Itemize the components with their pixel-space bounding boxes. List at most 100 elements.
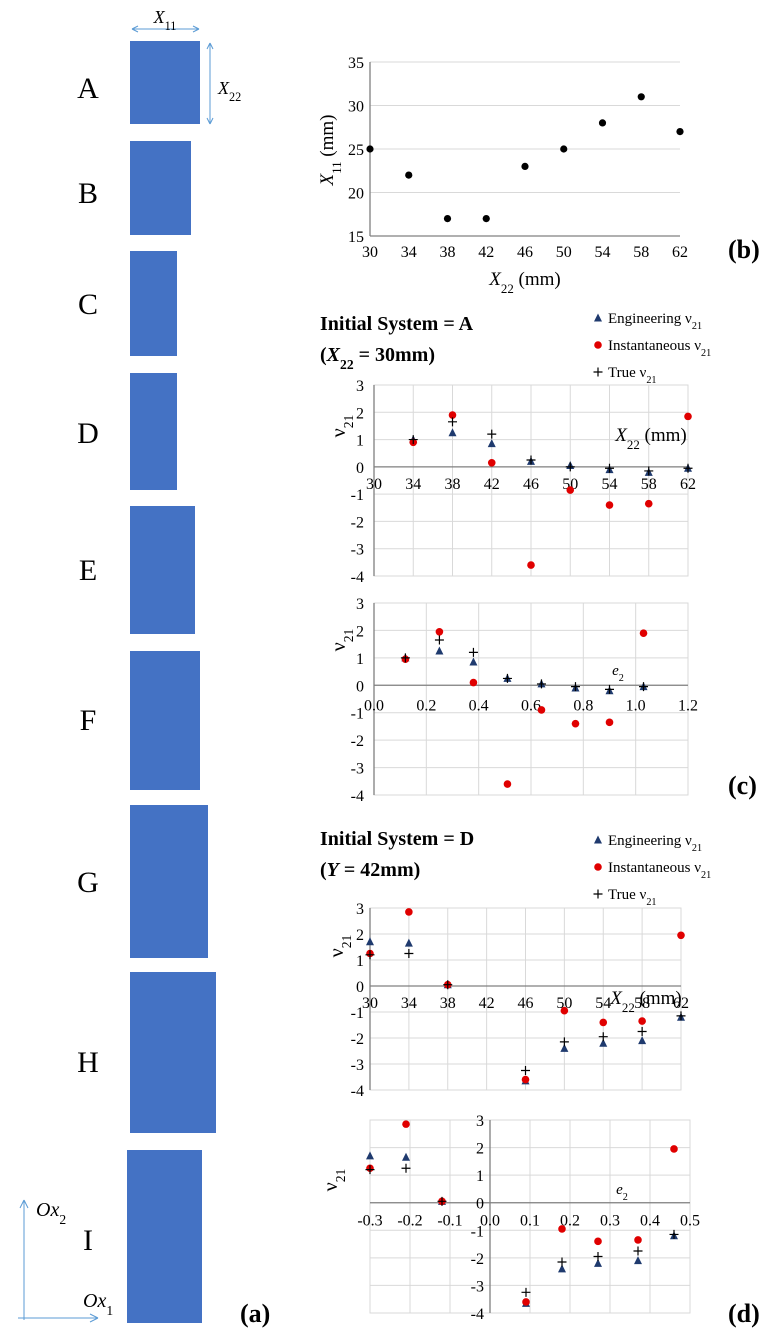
- rect-label-g: G: [77, 866, 99, 899]
- x-tick-label: 0.4: [640, 1213, 660, 1230]
- true-marker: [487, 429, 497, 439]
- c-legend-engineering: Engineering ν21: [608, 311, 702, 332]
- x-tick-label: 30: [362, 995, 378, 1012]
- y-axis-title: ν21: [320, 1169, 348, 1192]
- y-tick-label: 3: [356, 596, 364, 613]
- true-marker: [593, 1251, 603, 1261]
- x-tick-label: 34: [401, 244, 417, 261]
- d1-x-axis-title: X22 (mm): [609, 988, 681, 1015]
- instantaneous-marker: [558, 1225, 566, 1233]
- d2-x-axis-title: e2: [616, 1182, 628, 1203]
- y-tick-label: -1: [471, 1223, 484, 1240]
- data-point: [405, 171, 413, 179]
- y-tick-label: 0: [476, 1196, 484, 1213]
- true-marker: [365, 1165, 375, 1175]
- y-tick-label: -1: [351, 706, 364, 723]
- d-legend-true: True ν21: [608, 887, 657, 908]
- y-axis-title: X11 (mm): [317, 114, 344, 186]
- true-marker: [365, 950, 375, 960]
- y-tick-label: 20: [348, 186, 364, 203]
- y-tick-label: -4: [351, 569, 364, 586]
- true-marker: [633, 1246, 643, 1256]
- rect-label-h: H: [77, 1046, 99, 1079]
- x-tick-label: 58: [633, 244, 649, 261]
- instantaneous-marker: [522, 1298, 530, 1306]
- y-tick-label: -2: [351, 733, 364, 750]
- instantaneous-marker: [639, 629, 648, 637]
- x-tick-label: 62: [680, 476, 696, 493]
- engineering-marker: [487, 439, 496, 448]
- y-tick-label: 2: [476, 1141, 484, 1158]
- true-marker: [683, 463, 693, 473]
- x-tick-label: 0.3: [600, 1213, 620, 1230]
- y-tick-label: -4: [351, 1083, 364, 1100]
- y-tick-label: 30: [348, 99, 364, 116]
- rect-label-f: F: [80, 704, 97, 737]
- x-tick-label: 30: [362, 244, 378, 261]
- y-tick-label: -3: [351, 542, 364, 559]
- y-axis-title: ν21: [328, 629, 356, 652]
- instantaneous-marker: [448, 411, 457, 419]
- instantaneous-marker: [684, 412, 692, 421]
- instantaneous-marker: [677, 931, 685, 940]
- engineering-marker: [594, 1258, 602, 1267]
- data-point: [637, 93, 645, 101]
- true-marker: [434, 635, 444, 645]
- y-tick-label: -4: [351, 788, 364, 805]
- instantaneous-marker: [670, 1145, 678, 1153]
- true-marker: [536, 679, 546, 689]
- instantaneous-marker: [405, 908, 413, 916]
- engineering-marker: [599, 1038, 608, 1047]
- x11-dimension-label: X11: [153, 7, 177, 33]
- instantaneous-marker: [469, 678, 478, 687]
- instantaneous-marker: [638, 1017, 646, 1025]
- y-tick-label: 35: [348, 55, 364, 72]
- engineering-marker: [366, 1151, 374, 1160]
- instantaneous-marker: [435, 628, 444, 636]
- x-tick-label: 58: [634, 995, 650, 1012]
- engineering-marker: [366, 937, 374, 946]
- true-marker: [557, 1257, 567, 1267]
- rect-label-a: A: [77, 72, 99, 105]
- y-tick-label: 0: [356, 460, 364, 477]
- y-tick-label: 3: [476, 1113, 484, 1130]
- rect-d: [130, 373, 177, 490]
- x-tick-label: 46: [518, 995, 534, 1012]
- x-tick-label: 42: [478, 244, 494, 261]
- x-tick-label: -0.3: [357, 1213, 382, 1230]
- x-tick-label: 0.8: [573, 697, 593, 714]
- y-tick-label: 1: [356, 433, 364, 450]
- true-marker: [502, 673, 512, 683]
- y-axis-title: ν21: [328, 415, 356, 438]
- rect-g: [130, 805, 208, 958]
- x-tick-label: 46: [517, 244, 533, 261]
- y-tick-label: 25: [348, 142, 364, 159]
- rect-b: [130, 141, 191, 235]
- x11-dimension-arrow: [131, 25, 200, 33]
- true-marker: [565, 462, 575, 472]
- x-tick-label: 50: [562, 476, 578, 493]
- instantaneous-marker: [521, 1075, 530, 1084]
- true-marker: [400, 653, 410, 663]
- y-tick-label: -2: [351, 1031, 364, 1048]
- true-marker: [605, 684, 614, 694]
- rect-label-c: C: [78, 288, 98, 321]
- instantaneous-marker: [594, 341, 602, 349]
- ox1-axis-label: Ox1: [83, 1290, 113, 1318]
- data-point: [443, 215, 452, 223]
- true-marker: [598, 1032, 608, 1042]
- engineering-marker: [560, 1043, 569, 1052]
- x-tick-label: 38: [445, 476, 461, 493]
- x-tick-label: 58: [641, 476, 657, 493]
- instantaneous-marker: [571, 719, 580, 728]
- x-tick-label: -0.1: [437, 1213, 462, 1230]
- d-title-line1: Initial System = D: [320, 828, 474, 850]
- true-marker: [639, 682, 649, 692]
- d-title-line2: (Y = 42mm): [320, 859, 420, 881]
- instantaneous-marker: [566, 486, 575, 494]
- instantaneous-marker: [487, 458, 496, 467]
- c1-x-axis-title: X22 (mm): [614, 425, 686, 452]
- x-tick-label: 0.4: [469, 697, 489, 714]
- x22-dimension-arrow: [206, 42, 214, 125]
- true-marker: [448, 417, 457, 427]
